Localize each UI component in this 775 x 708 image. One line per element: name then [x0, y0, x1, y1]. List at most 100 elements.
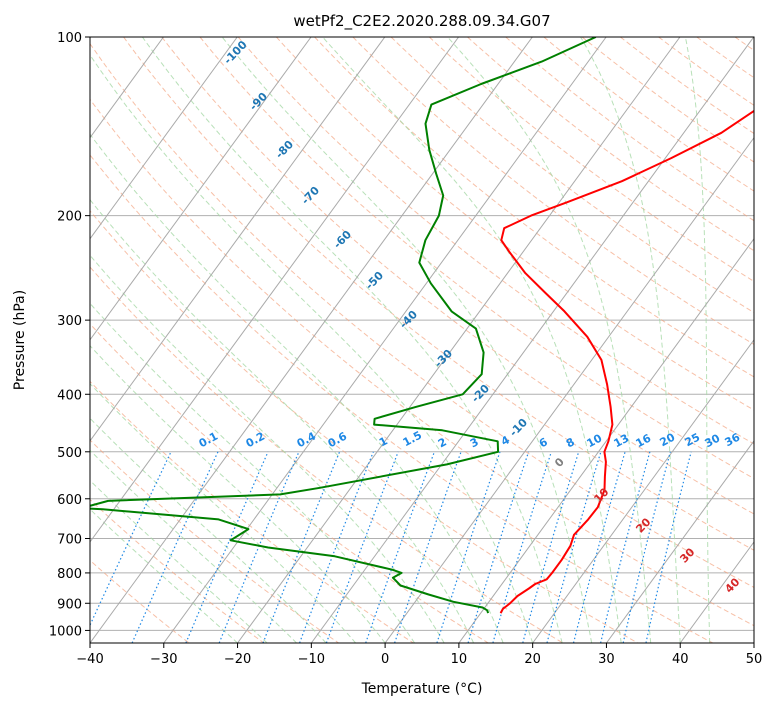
mixing-ratio-label: 20: [658, 430, 678, 449]
isotherm-line: [90, 37, 386, 442]
isotherm-line: [753, 642, 754, 643]
mixing-ratio-line: [600, 451, 651, 643]
isotherm-label: -90: [247, 90, 270, 114]
isotherm-line: [310, 37, 754, 643]
x-tick-label: −30: [150, 652, 177, 667]
mixing-ratio-label: 4: [499, 433, 512, 448]
y-tick-label: 600: [57, 493, 82, 508]
y-tick-label: 400: [57, 388, 82, 403]
y-tick-label: 800: [57, 567, 82, 582]
moist-adiabat: [221, 37, 593, 643]
background-lines: [90, 37, 754, 643]
isotherm-line: [90, 37, 460, 543]
mixing-ratio-label: 10: [585, 431, 605, 450]
isotherm-label: -60: [331, 228, 354, 252]
dry-adiabat: [314, 37, 754, 378]
mixing-ratio-line: [262, 451, 341, 643]
y-tick-label: 300: [57, 314, 82, 329]
mixing-ratio-label: 13: [612, 432, 632, 451]
dry-adiabat: [237, 37, 754, 445]
y-axis-label: Pressure (hPa): [12, 290, 28, 390]
y-tick-label: 100: [57, 31, 82, 46]
moist-adiabat: [321, 37, 622, 643]
moist-adiabat: [90, 54, 534, 643]
moist-adiabat: [90, 198, 475, 643]
mixing-ratio-line: [572, 451, 626, 643]
mixing-ratio-label: 8: [564, 435, 577, 450]
mixing-ratio-line: [394, 451, 462, 643]
y-tick-label: 700: [57, 533, 82, 548]
dry-adiabat: [90, 498, 265, 643]
x-tick-label: 30: [598, 652, 615, 667]
isotherm-label: -100: [221, 38, 250, 67]
isotherm-label: -80: [273, 138, 296, 162]
wet-bulb-label: 30: [677, 545, 697, 565]
dry-adiabat: [543, 37, 754, 192]
x-tick-label: −10: [298, 652, 325, 667]
y-tick-label: 1000: [49, 624, 82, 639]
dry-adiabat: [352, 37, 754, 345]
dry-adiabat: [696, 37, 754, 79]
mixing-ratio-label: 0.1: [197, 430, 220, 451]
x-tick-label: −40: [76, 652, 103, 667]
dry-adiabat: [123, 37, 754, 551]
series-layer: [90, 37, 754, 614]
isotherm-line: [384, 136, 754, 643]
isotherm-label: 0: [552, 455, 567, 470]
dry-adiabat: [505, 37, 754, 222]
mixing-ratio-line: [467, 451, 530, 643]
mixing-ratio-label: 0.6: [326, 429, 350, 450]
y-tick-label: 900: [57, 597, 82, 612]
dry-adiabat: [90, 559, 190, 643]
dewpoint-line: [90, 37, 597, 614]
moist-adiabat: [141, 37, 563, 643]
mixing-ratio-line: [492, 451, 552, 643]
dry-adiabat: [90, 42, 754, 589]
isotherm-label: -70: [299, 184, 322, 208]
isotherm-line: [458, 237, 754, 643]
x-axis-label: Temperature (°C): [361, 681, 483, 697]
moist-adiabat: [579, 37, 681, 643]
dry-adiabat: [734, 37, 754, 51]
chart-title: wetPf2_C2E2.2020.288.09.34.G07: [293, 12, 550, 31]
moist-adiabat: [90, 302, 416, 643]
dry-adiabat: [276, 37, 754, 411]
mixing-ratio-label: 1.5: [401, 429, 424, 450]
mixing-ratio-label: 25: [683, 431, 703, 450]
mixing-ratio-line: [546, 451, 602, 643]
mixing-ratio-line: [436, 451, 501, 643]
x-tick-label: 50: [746, 652, 763, 667]
y-tick-label: 200: [57, 210, 82, 225]
dry-adiabat: [90, 323, 489, 643]
moist-adiabat: [90, 449, 297, 643]
isotherm-line: [606, 440, 754, 643]
x-tick-label: 0: [381, 652, 389, 667]
moist-adiabat: [446, 37, 652, 643]
x-tick-label: 40: [672, 652, 689, 667]
isotherm-label: -40: [397, 308, 420, 332]
mixing-ratio-line: [645, 451, 692, 643]
mixing-ratio-label: 16: [634, 431, 654, 450]
isotherm-line: [90, 37, 533, 643]
isotherm-line: [90, 37, 238, 240]
dry-adiabat: [90, 154, 713, 643]
dry-adiabat: [428, 37, 754, 282]
dry-adiabat: [90, 98, 754, 627]
moist-adiabat: [684, 37, 711, 643]
mixing-ratio-line: [90, 451, 172, 627]
mixing-ratio-label: 0.2: [244, 430, 267, 451]
isotherm-line: [163, 37, 607, 643]
moist-adiabat: [90, 345, 386, 643]
isotherm-line: [90, 37, 312, 341]
dry-adiabat: [90, 210, 639, 643]
isotherm-line: [532, 338, 754, 643]
moist-adiabat: [90, 479, 268, 643]
x-tick-label: 10: [451, 652, 468, 667]
dry-adiabat: [90, 266, 564, 643]
dry-adiabat: [390, 37, 754, 314]
temperature-line: [499, 109, 754, 614]
x-tick-label: 20: [524, 652, 541, 667]
mixing-ratio-line: [325, 451, 399, 643]
mixing-ratio-label: 30: [703, 431, 723, 450]
mixing-ratio-line: [522, 451, 580, 643]
